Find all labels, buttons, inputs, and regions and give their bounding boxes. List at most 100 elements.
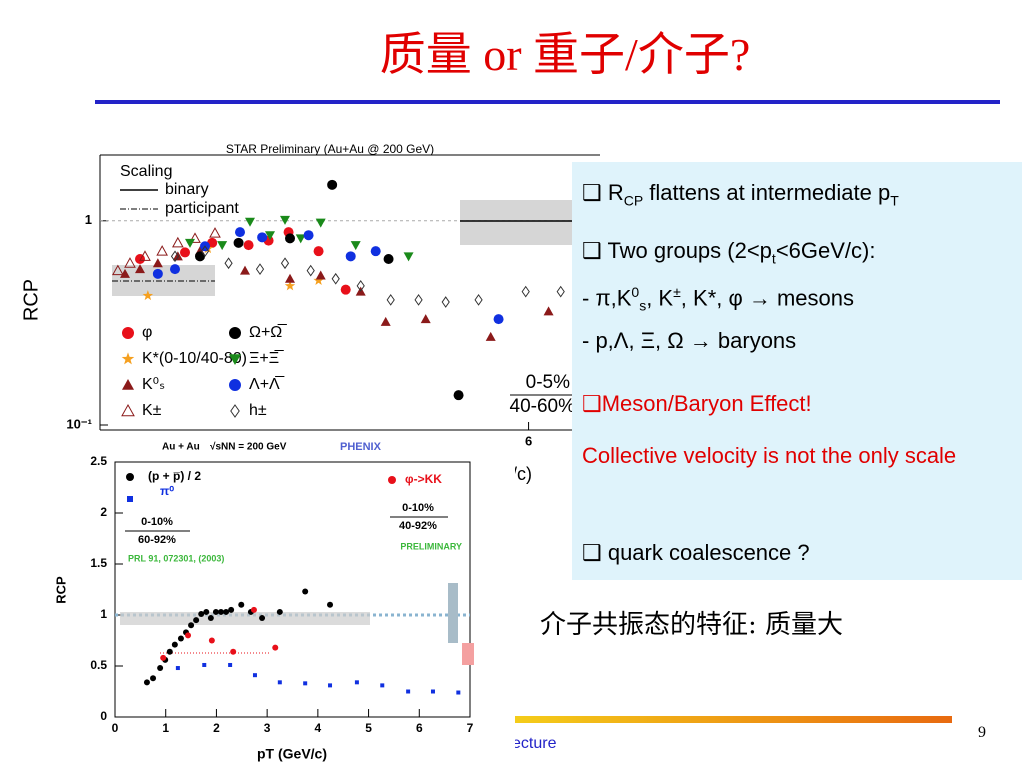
point	[172, 236, 184, 248]
point	[280, 257, 290, 270]
point	[302, 588, 309, 595]
centrality: 0-10%	[141, 516, 173, 528]
legend-label: (p + p̅) / 2	[148, 469, 201, 483]
text: ❑Meson/Baryon Effect!	[582, 391, 812, 416]
chart-background	[60, 440, 515, 768]
footer: ecture	[512, 735, 557, 752]
centrality: 40-92%	[399, 520, 437, 532]
bullet: ❑ Two groups (2<pt<6GeV/c):	[582, 238, 875, 266]
point	[235, 227, 245, 238]
point	[120, 268, 130, 278]
experiment: PHENIX	[340, 441, 382, 453]
point	[345, 251, 356, 262]
uncertainty-band	[448, 583, 458, 643]
text: Collective velocity is not the only scal…	[582, 443, 957, 468]
x-tick-label: 5	[365, 721, 372, 735]
legend-label: Λ+Λ̅	[249, 375, 285, 393]
point	[277, 680, 282, 685]
point	[556, 285, 565, 298]
point	[485, 331, 496, 341]
page-number: 9	[978, 724, 986, 741]
text: ❑ R	[582, 180, 624, 205]
bullet: ❑Meson/Baryon Effect!	[582, 391, 812, 417]
y-tick-label: 0	[100, 709, 107, 723]
legend-label: π⁰	[160, 484, 174, 498]
point	[354, 680, 359, 685]
axis-box	[114, 461, 471, 718]
legend-label: h±	[249, 402, 267, 419]
y-axis-label: RCP	[53, 576, 68, 604]
text: ❑ quark coalescence ?	[582, 540, 810, 565]
point	[306, 264, 315, 277]
point	[185, 632, 192, 639]
point	[195, 251, 205, 262]
sup: 0	[631, 284, 640, 300]
point	[252, 673, 257, 678]
point	[228, 662, 233, 667]
slide-title: 质量 or 重子/介子?	[379, 29, 751, 80]
centrality: 60-92%	[138, 534, 176, 546]
footer-bar	[490, 716, 952, 723]
point	[350, 241, 361, 251]
text-box: ❑ RCP flattens at intermediate pT ❑ Two …	[572, 162, 1022, 580]
chart-title: STAR Preliminary (Au+Au @ 200 GeV)	[226, 142, 434, 156]
point	[224, 257, 233, 270]
point	[175, 666, 180, 671]
centrality: 0-10%	[402, 502, 434, 514]
x-tick-label: 6	[525, 433, 532, 448]
reference: PRL 91, 072301, (2003)	[128, 553, 224, 563]
legend-label: K⁰ₛ	[142, 376, 165, 393]
text: - p,Λ, Ξ, Ω → baryons	[582, 328, 797, 353]
y-tick-label: 1	[85, 212, 92, 227]
point	[420, 314, 431, 324]
y-axis-label: RCP	[20, 279, 42, 321]
text: ❑ Two groups (2<p	[582, 238, 772, 263]
centrality: 0-5%	[526, 372, 570, 393]
text: , K*, φ → mesons	[680, 285, 855, 311]
point	[139, 250, 151, 261]
legend-marker	[229, 327, 241, 339]
x-tick-label: 6	[416, 721, 423, 735]
point	[327, 601, 334, 608]
note: 介子共振态的特征: 质量大	[540, 610, 844, 640]
point	[386, 293, 395, 306]
point	[272, 644, 279, 651]
sub: t	[771, 250, 776, 267]
point	[207, 615, 214, 622]
text: flattens at intermediate p	[643, 180, 891, 205]
point	[228, 606, 235, 613]
point	[285, 273, 295, 283]
point	[403, 252, 414, 262]
point	[313, 246, 324, 257]
legend-label: binary	[165, 181, 209, 198]
legend-label: Ξ+Ξ̅	[249, 349, 284, 367]
legend-marker	[121, 403, 135, 417]
point	[112, 264, 124, 276]
legend-label: participant	[165, 200, 239, 217]
point	[250, 606, 257, 613]
point	[166, 648, 173, 655]
point	[414, 293, 423, 306]
point	[238, 601, 245, 608]
bullet: Collective velocity is not the only scal…	[582, 434, 1002, 478]
legend-label: Ω+Ω̅	[249, 323, 287, 341]
point	[157, 665, 164, 672]
point	[230, 648, 237, 655]
point	[177, 635, 184, 642]
chart: 10⁻¹ 1 6 STAR Preliminary (Au+Au @ 200 GeV)…	[20, 135, 600, 484]
point	[198, 610, 205, 617]
point	[493, 314, 504, 325]
legend-marker	[127, 496, 133, 502]
legend-label: K*(0-10/40-80)	[142, 350, 247, 367]
point	[193, 617, 200, 624]
text: - π,K	[582, 285, 632, 311]
point	[156, 245, 168, 256]
y-tick-label: 1	[100, 607, 107, 621]
point	[202, 662, 207, 667]
point	[474, 293, 483, 306]
point	[255, 263, 265, 275]
point	[212, 608, 219, 615]
legend-marker	[230, 404, 240, 418]
legend-marker	[122, 379, 134, 390]
